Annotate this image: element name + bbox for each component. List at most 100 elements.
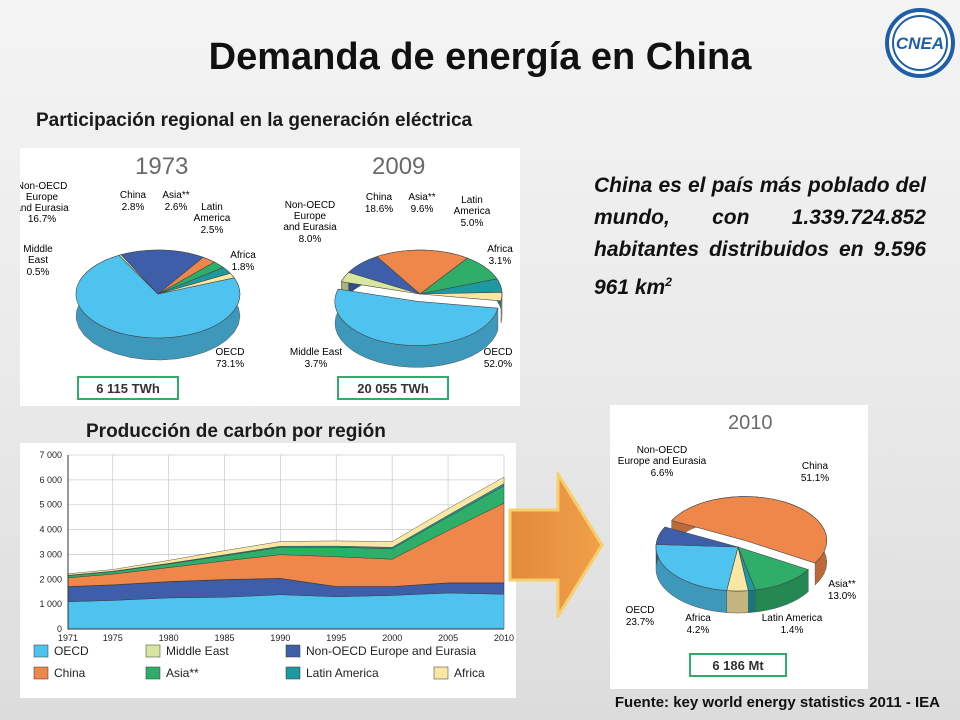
pie-1973-slice-non-oecd-europe-and-eurasia [120,249,204,295]
label-2010-oecd-value: 23.7% [626,617,654,628]
pie-2010-slice-non-oecd-europe-and-eurasia [655,526,739,548]
label-2009-africa-value: 3.1% [489,256,512,267]
label-1973-china-value: 2.8% [122,202,145,213]
legend-swatch [285,666,301,680]
generation-pies-svg: 1973 Non-OECD Europe and Eurasia 16.7% C… [15,153,513,400]
pie-2010-side-latin-america [748,589,756,614]
pie-1973: 1973 Non-OECD Europe and Eurasia 16.7% C… [15,153,256,400]
label-2010-asia-value: 13.0% [828,591,856,602]
label-2010-oecd: OECD [626,605,655,616]
logo-text: CNEA [896,34,944,53]
label-2010-africa: Africa [685,613,711,624]
y-tick-label: 7 000 [39,450,62,460]
coal-area-chart-panel: 0 1 000 2 000 3 000 4 000 5 000 6 000 7 000 1971… [20,443,516,698]
generation-pies-panel: 1973 Non-OECD Europe and Eurasia 16.7% C… [15,148,520,406]
label-2009-nonoecd-2: Europe [294,211,327,222]
subtitle-generation: Participación regional en la generación … [36,110,473,131]
legend-label: Non-OECD Europe and Eurasia [306,644,476,658]
y-tick-label: 1 000 [39,599,62,609]
coal-2010-pie-panel: 2010 Non-OECD Europe and Eurasia 6.6% Ch… [610,405,868,689]
pie-1973-slice-oecd [75,254,241,339]
legend-swatch [145,644,161,658]
label-1973-nonoecd-3: and Eurasia [20,203,69,214]
total-box-1973 [77,376,179,400]
label-1973-nonoecd-value: 16.7% [28,214,56,225]
total-1973: 6 115 TWh [96,381,160,396]
china-description: China es el país más poblado del mundo, … [594,170,926,304]
label-2009-me-value: 3.7% [305,359,328,370]
y-tick-label: 2 000 [39,574,62,584]
total-box-2010 [689,653,787,677]
slide-title: Demanda de energía en China [208,36,752,78]
label-2009-china: China [366,192,393,203]
label-2009-oecd-value: 52.0% [484,359,512,370]
arrow-icon [508,472,604,618]
x-tick-label: 1980 [159,633,179,643]
x-tick-label: 2010 [494,633,514,643]
description-text: China es el país más poblado del mundo, … [594,174,926,299]
legend-label: Asia** [166,666,199,680]
axis-lines [67,455,504,630]
label-2010-nonoecd-2: Europe and Eurasia [618,456,707,467]
label-2009-latam-value: 5.0% [461,218,484,229]
label-1973-africa: Africa [230,250,256,261]
label-1973-me-value: 0.5% [27,267,50,278]
pie-2009-title: 2009 [372,153,425,180]
y-tick-label: 6 000 [39,475,62,485]
legend-label: China [54,666,86,680]
legend-swatch [285,644,301,658]
pie-1973-slice-africa [157,272,235,295]
label-2009-china-value: 18.6% [365,204,393,215]
legend-swatch [33,644,49,658]
x-tick-label: 2000 [382,633,402,643]
y-tick-label: 3 000 [39,549,62,559]
x-tick-label: 1975 [103,633,123,643]
label-1973-oecd-value: 73.1% [216,359,244,370]
label-2010-africa-value: 4.2% [687,625,710,636]
label-1973-china: China [120,190,147,201]
x-tick-label: 1990 [270,633,290,643]
label-2009-nonoecd-3: and Eurasia [283,222,337,233]
pie-2010-slice-china [671,496,828,564]
label-1973-latam-2: America [194,213,231,224]
label-1973-latam-value: 2.5% [201,225,224,236]
label-1973-nonoecd-2: Europe [26,192,59,203]
label-2009-africa: Africa [487,244,513,255]
label-2009-latam-1: Latin [461,195,483,206]
label-2010-nonoecd-value: 6.6% [651,468,674,479]
coal-2010-pie-svg: 2010 Non-OECD Europe and Eurasia 6.6% Ch… [618,412,856,677]
label-2009-oecd: OECD [484,347,513,358]
description-superscript: 2 [665,275,672,289]
label-2010-china: China [802,461,829,472]
pie-2009-slice-africa [419,291,503,302]
label-2009-asia-value: 9.6% [411,204,434,215]
label-2010-nonoecd-1: Non-OECD [637,445,688,456]
pie-2010-slice-oecd [655,544,739,591]
label-1973-asia: Asia** [162,190,189,201]
pie-2009-slice-oecd [334,288,499,346]
pie-2010-slice-asia- [737,546,809,591]
pie-2009-slice-china [376,249,469,295]
legend-swatch [433,666,449,680]
label-1973-me-1: Middle [23,244,53,255]
label-1973-asia-value: 2.6% [165,202,188,213]
label-1973-latam-1: Latin [201,202,223,213]
pie-2010-title: 2010 [728,412,773,434]
label-2010-china-value: 51.1% [801,473,829,484]
x-tick-label: 1995 [326,633,346,643]
total-2009: 20 055 TWh [357,381,429,396]
label-2009-nonoecd-1: Non-OECD [285,200,336,211]
coal-area-chart-svg: 0 1 000 2 000 3 000 4 000 5 000 6 000 7 000 1971… [33,450,514,680]
label-2009-me: Middle East [290,347,342,358]
subtitle-coal: Producción de carbón por región [86,421,386,442]
label-2010-latam: Latin America [762,613,823,624]
y-tick-label: 5 000 [39,500,62,510]
label-1973-nonoecd-1: Non-OECD [20,181,67,192]
label-2009-asia: Asia** [408,192,435,203]
legend-swatch [145,666,161,680]
legend-label: OECD [54,644,89,658]
x-tick-label: 2005 [438,633,458,643]
x-tick-label: 1971 [58,633,78,643]
y-tick-label: 0 [57,624,62,634]
label-2009-nonoecd-value: 8.0% [299,234,322,245]
